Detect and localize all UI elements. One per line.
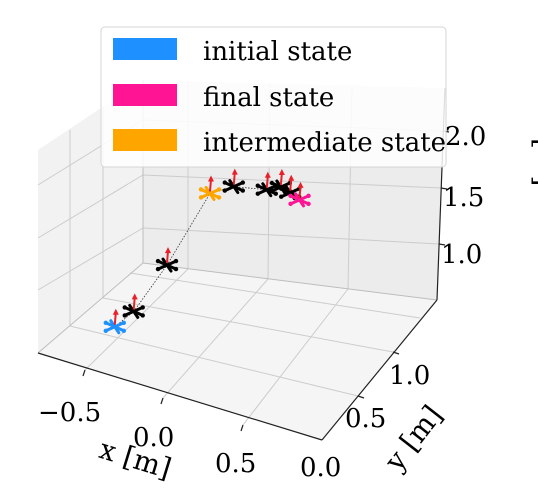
rotor <box>269 180 275 186</box>
thrust-arrow-head <box>112 308 119 315</box>
rotor <box>198 195 204 200</box>
rotor <box>279 194 284 199</box>
rotor <box>255 183 260 188</box>
x-axis-line <box>37 352 323 441</box>
quadrotor-arm <box>228 179 240 195</box>
rotor <box>103 320 109 325</box>
pose-marker-intermediate-path <box>255 171 278 198</box>
thrust-arrow-head <box>297 181 304 188</box>
rotor <box>173 258 179 264</box>
z-axis-label: z [m] <box>527 138 538 210</box>
legend-swatch-initial <box>113 38 177 60</box>
x-tick-label: −0.5 <box>38 398 101 428</box>
thrust-arrow-head <box>264 171 271 178</box>
floor-pane <box>38 263 437 440</box>
rotor <box>222 180 227 185</box>
rotor <box>103 328 109 333</box>
legend: initial state final state intermediate s… <box>100 26 447 168</box>
rotor <box>173 266 179 272</box>
rotor <box>288 201 293 207</box>
quadrotor-arm <box>161 257 173 273</box>
legend-box <box>100 26 447 168</box>
x-tick-labels: −0.5 0.0 0.5 <box>38 398 256 479</box>
quadrotor-arm <box>294 192 306 208</box>
thrust-arrow-head <box>208 175 214 182</box>
x-tick-label: 0.0 <box>133 423 174 453</box>
legend-swatch-final <box>113 84 177 106</box>
rotor <box>306 201 311 207</box>
pose-marker-initial <box>103 308 127 335</box>
rotor <box>306 193 311 199</box>
rotor <box>288 193 293 199</box>
rotor <box>121 328 127 333</box>
quadrotor-arm <box>109 319 121 335</box>
pose-markers <box>103 168 311 335</box>
z-tick-labels: 1.0 1.5 2.0 <box>441 122 486 270</box>
rotor <box>222 188 227 193</box>
pose-marker-intermediate-path <box>155 247 179 273</box>
pose-marker-intermediate-path <box>122 293 145 319</box>
rotor <box>269 188 275 194</box>
rotor <box>122 305 127 310</box>
rotor <box>155 258 161 264</box>
grid <box>37 81 444 426</box>
z-tick-label: 2.0 <box>445 122 486 152</box>
rotor <box>122 313 127 318</box>
rotor <box>198 187 204 192</box>
rotor <box>240 188 245 193</box>
rotor <box>140 305 145 310</box>
y-tick-label: 1.0 <box>389 361 430 391</box>
y-tick-label: 0.5 <box>345 404 386 434</box>
legend-label-intermediate: intermediate state <box>203 128 446 158</box>
legend-swatch-intermediate <box>113 129 177 151</box>
thrust-arrow-head <box>165 247 171 254</box>
y-axis-line <box>321 299 438 441</box>
rotor <box>140 313 145 318</box>
x-tick-label: 0.5 <box>215 449 256 479</box>
y-tick-label: 0.0 <box>300 453 341 483</box>
y-tick-labels: 0.0 0.5 1.0 <box>300 361 430 483</box>
thrust-arrow-head <box>231 168 238 175</box>
y-axis-label: y [m] <box>377 399 449 478</box>
legend-label-initial: initial state <box>203 37 352 67</box>
rotor <box>216 195 222 200</box>
z-tick-label: 1.5 <box>443 183 484 213</box>
thrust-arrow-head <box>288 174 295 181</box>
quadrotor-arm <box>261 182 273 198</box>
rotor <box>240 180 245 185</box>
rotor <box>216 187 222 192</box>
pose-marker-intermediate <box>198 175 222 201</box>
rotor <box>121 320 127 325</box>
quadrotor-arm <box>204 185 216 201</box>
rotor <box>279 186 284 191</box>
rotor <box>255 191 260 196</box>
pose-marker-final <box>288 181 311 208</box>
rotor <box>273 191 278 196</box>
thrust-arrow-head <box>278 169 285 175</box>
rotor <box>155 266 161 272</box>
quadrotor-arm <box>128 303 140 319</box>
z-tick-label: 1.0 <box>441 240 482 270</box>
thrust-arrow-head <box>131 293 138 300</box>
legend-label-final: final state <box>203 83 334 113</box>
pose-marker-intermediate-path <box>222 168 245 195</box>
